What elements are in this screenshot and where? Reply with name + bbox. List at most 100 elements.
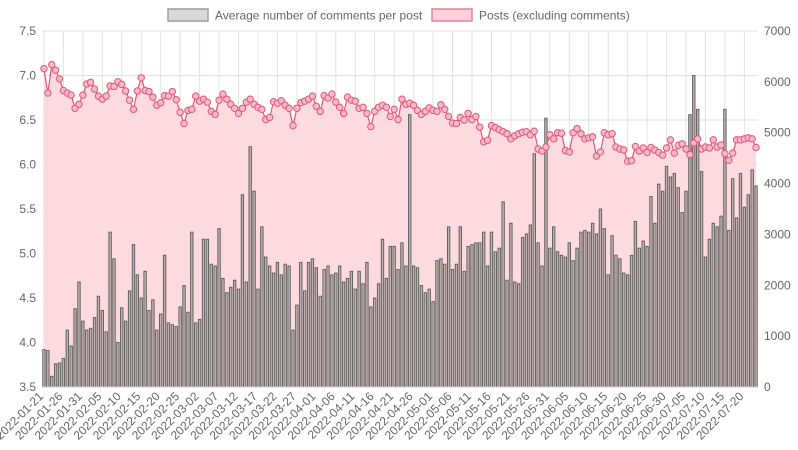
bar-avg-comments [555, 251, 560, 388]
bar-avg-comments [162, 254, 167, 388]
bar-avg-comments [365, 261, 369, 388]
bar-avg-comments [513, 281, 517, 388]
bar-avg-comments [559, 254, 564, 388]
point-posts [693, 135, 702, 143]
point-posts [476, 123, 484, 131]
bar-avg-comments [625, 274, 630, 388]
point-posts [44, 89, 52, 97]
legend-item-posts[interactable]: Posts (excluding comments) [431, 8, 630, 23]
point-posts [398, 95, 406, 103]
point-posts [394, 115, 402, 124]
bar-avg-comments [485, 265, 490, 388]
point-posts [133, 87, 142, 95]
bar-avg-comments [345, 277, 350, 388]
point-posts [156, 99, 165, 107]
bar-avg-comments [415, 267, 420, 388]
bar-avg-comments [462, 270, 466, 388]
point-posts [121, 87, 130, 95]
point-posts [472, 112, 480, 121]
bar-avg-comments [653, 222, 657, 388]
point-posts [351, 97, 359, 105]
point-posts [483, 136, 492, 145]
bar-avg-comments [509, 222, 513, 388]
bar-avg-comments [746, 194, 750, 388]
bar-avg-comments [88, 327, 93, 388]
bar-avg-comments [279, 274, 283, 388]
y-left-tick-label: 7.0 [19, 69, 36, 83]
point-posts [588, 133, 597, 141]
point-posts [444, 112, 453, 121]
bar-avg-comments [629, 254, 634, 388]
bar-avg-comments [384, 277, 389, 388]
bar-avg-comments [692, 75, 696, 388]
bar-avg-comments [108, 231, 112, 388]
y-right-tick-label: 3000 [764, 227, 791, 241]
bar-avg-comments [715, 226, 719, 388]
bar-avg-comments [610, 235, 614, 388]
posts-area-layer [43, 64, 757, 387]
bar-avg-comments [61, 358, 66, 388]
bar-avg-comments [112, 258, 116, 388]
bar-avg-comments [53, 363, 58, 388]
point-posts [666, 136, 675, 144]
bar-avg-comments [310, 258, 315, 388]
y-right-tick-label: 7000 [764, 24, 791, 38]
point-posts [752, 143, 760, 152]
bar-avg-comments [330, 274, 334, 388]
bar-avg-comments [489, 231, 494, 388]
point-posts [577, 130, 585, 138]
bar-avg-comments [100, 310, 104, 388]
bar-avg-comments [170, 324, 175, 388]
bar-avg-comments [738, 172, 743, 388]
point-posts [627, 156, 636, 165]
bar-avg-comments [120, 307, 124, 388]
bar-avg-comments [470, 244, 474, 388]
bar-avg-comments [684, 190, 688, 388]
point-posts [332, 98, 340, 106]
point-posts [258, 105, 266, 114]
bar-avg-comments [633, 221, 638, 388]
bar-avg-comments [443, 263, 447, 388]
bar-avg-comments [493, 251, 497, 388]
legend-item-avg-comments[interactable]: Average number of comments per post [167, 8, 423, 23]
bar-avg-comments [159, 313, 163, 388]
point-posts [67, 91, 75, 99]
bar-layer [42, 75, 758, 388]
bar-avg-comments [536, 242, 540, 388]
point-posts [725, 156, 733, 164]
point-posts [176, 108, 184, 117]
bar-avg-comments [672, 172, 676, 388]
bar-avg-comments [256, 288, 260, 388]
point-posts [48, 60, 56, 69]
bar-avg-comments [73, 308, 77, 388]
bar-avg-comments [571, 260, 575, 388]
bar-avg-comments [104, 331, 108, 388]
bar-avg-comments [734, 217, 739, 388]
bar-avg-comments [497, 247, 501, 388]
point-posts [573, 124, 581, 133]
bar-avg-comments [57, 362, 62, 388]
bar-avg-comments [338, 265, 342, 388]
bar-avg-comments [85, 329, 89, 388]
bar-avg-comments [606, 274, 610, 388]
bar-avg-comments [590, 222, 595, 388]
point-posts [51, 66, 60, 74]
point-posts [686, 150, 694, 159]
point-posts [658, 151, 667, 159]
y-right-tick-label: 2000 [764, 278, 791, 292]
point-posts [137, 74, 145, 82]
point-posts [367, 122, 375, 131]
bar-avg-comments [548, 247, 552, 388]
bar-avg-comments [135, 274, 139, 388]
legend-label-posts: Posts (excluding comments) [479, 9, 630, 23]
bar-avg-comments [244, 281, 248, 388]
point-posts [409, 101, 418, 109]
y-left-tick-label: 3.5 [19, 380, 36, 394]
point-posts [670, 149, 679, 157]
bar-avg-comments [544, 117, 548, 388]
bar-avg-comments [287, 265, 291, 388]
bar-avg-comments [240, 194, 245, 388]
bar-avg-comments [197, 318, 202, 388]
posts-point-layer [40, 60, 760, 165]
y-right-tick-label: 4000 [764, 177, 791, 191]
